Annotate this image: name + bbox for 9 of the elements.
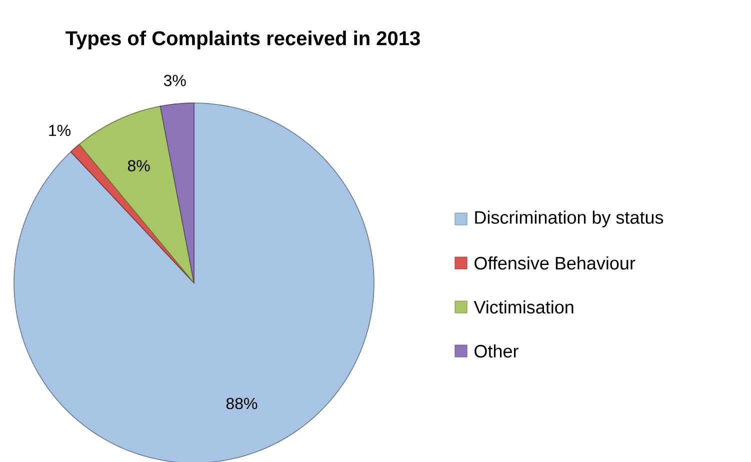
data-label: 3%: [164, 74, 186, 86]
legend-label: Discrimination by status: [475, 210, 664, 228]
data-label: 88%: [226, 398, 258, 410]
legend-label: Offensive Behaviour: [474, 256, 636, 270]
legend-label: Victimisation: [474, 300, 574, 314]
data-label: 1%: [49, 124, 70, 136]
chart-title: Types of Complaints received in 2013: [66, 30, 420, 50]
data-label: 8%: [128, 160, 150, 172]
legend-label: Other: [474, 344, 518, 358]
